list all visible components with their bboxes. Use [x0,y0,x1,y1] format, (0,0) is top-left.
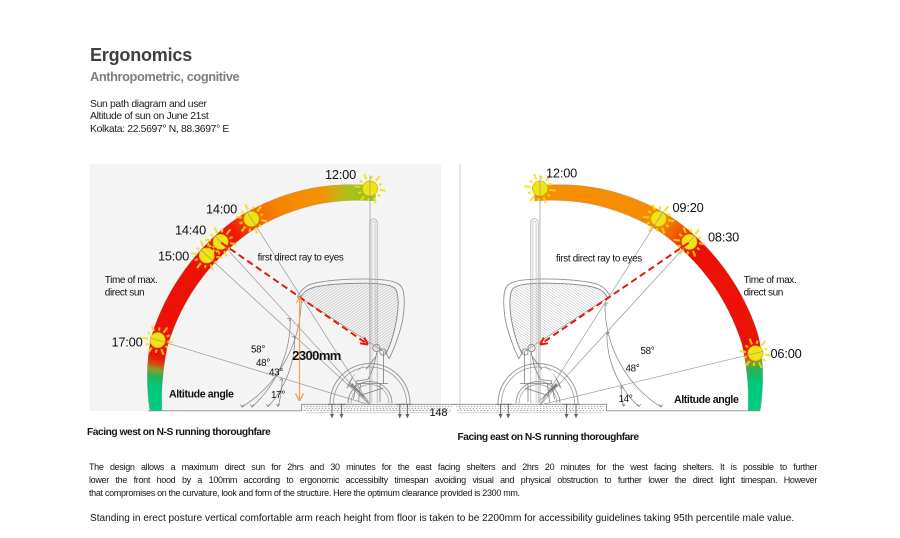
svg-text:12:00: 12:00 [546,166,577,181]
svg-text:Altitude angle: Altitude angle [169,389,234,401]
svg-text:43°: 43° [269,368,283,379]
svg-text:148: 148 [430,407,448,419]
svg-text:58°: 58° [251,345,265,356]
svg-text:06:00: 06:00 [771,346,802,361]
svg-text:direct sun: direct sun [105,288,144,299]
svg-text:14:00: 14:00 [206,202,237,217]
svg-text:09:20: 09:20 [673,200,704,215]
svg-text:17°: 17° [271,390,285,401]
svg-text:48°: 48° [626,364,640,375]
svg-text:first direct ray to eyes: first direct ray to eyes [258,253,344,264]
svg-text:Altitude angle: Altitude angle [674,394,739,406]
svg-text:direct sun: direct sun [744,288,783,299]
svg-text:12:00: 12:00 [325,167,356,182]
svg-text:17:00: 17:00 [111,335,142,350]
svg-text:48°: 48° [256,358,270,369]
svg-text:Time of max.: Time of max. [105,275,158,286]
svg-text:08:30: 08:30 [708,230,739,245]
svg-text:Time of max.: Time of max. [744,275,797,286]
svg-text:15:00: 15:00 [158,249,189,264]
svg-text:14:40: 14:40 [175,223,206,238]
svg-text:14°: 14° [619,394,633,405]
svg-text:58°: 58° [641,346,655,357]
svg-text:2300mm: 2300mm [292,348,340,363]
svg-text:first direct ray to eyes: first direct ray to eyes [556,254,642,265]
